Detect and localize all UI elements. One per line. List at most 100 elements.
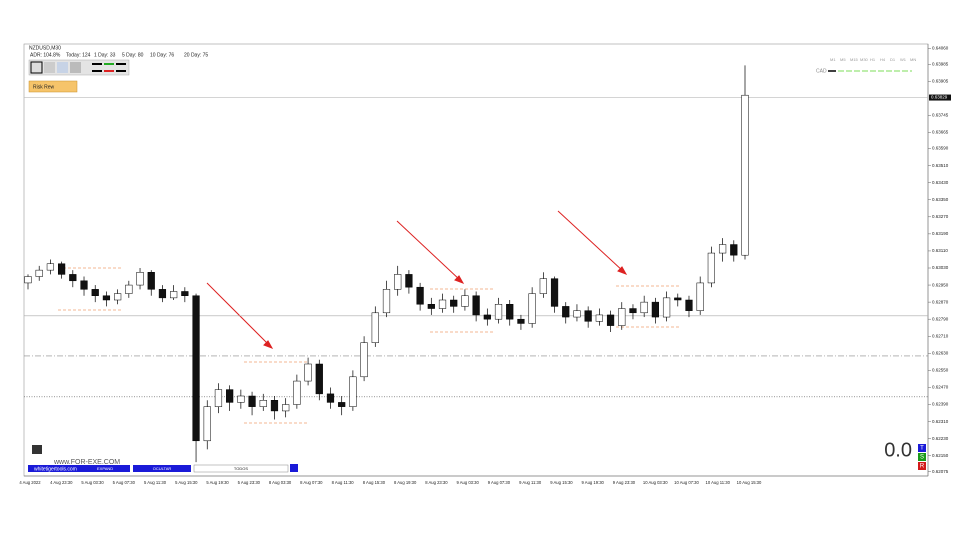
timeframes: M1 M5 M15 M30 H1 H4 D1 W1 MN	[830, 57, 916, 62]
timeframe[interactable]: M15	[850, 57, 859, 62]
candle-body	[293, 380, 301, 405]
line-style[interactable]	[104, 70, 114, 72]
counter: 0.0	[884, 439, 912, 461]
btn1: EXPAND	[97, 466, 113, 471]
x-tick-label: 8 Aug 19:30	[394, 480, 417, 485]
candle-body	[304, 363, 312, 382]
y-tick-label: 0.62790	[932, 316, 949, 321]
toolbar	[28, 59, 130, 76]
timeframe[interactable]: M30	[860, 57, 869, 62]
candle-body	[214, 389, 223, 407]
arrow	[206, 282, 271, 347]
risk-button[interactable]	[28, 80, 78, 93]
line-style[interactable]	[104, 63, 114, 65]
side-button-label: T	[920, 446, 924, 452]
timeframe[interactable]: D1	[890, 57, 896, 62]
timeframe[interactable]: M5	[840, 57, 846, 62]
candle-body	[270, 400, 279, 412]
x-tick-label: 10 Aug 07:30	[674, 480, 699, 485]
side-button[interactable]	[918, 453, 926, 461]
candle-body	[382, 289, 391, 314]
y-tick-label: 0.62075	[932, 469, 949, 474]
tool-button[interactable]	[57, 62, 68, 73]
timeframe[interactable]: MN	[910, 57, 916, 62]
candle-body	[528, 293, 536, 324]
btn3: TODOS	[234, 466, 248, 471]
candle-body	[461, 295, 469, 307]
candle-body	[405, 274, 413, 288]
annotations	[206, 210, 628, 349]
timeframe[interactable]: M1	[830, 57, 836, 62]
side-button[interactable]	[918, 444, 926, 452]
side-button[interactable]	[918, 462, 926, 470]
x-tick-label: 10 Aug 11:30	[706, 480, 731, 485]
x-tick-label: 9 Aug 07:30	[488, 480, 511, 485]
y-tick-label: 0.62230	[932, 436, 949, 441]
candle-body	[114, 293, 122, 301]
candle-body	[136, 272, 144, 286]
plot-frame	[23, 43, 929, 477]
candle-body	[595, 314, 603, 322]
timeframe[interactable]: H1	[870, 57, 876, 62]
watermark: www.FOR-EXE.COM	[53, 459, 120, 466]
candle-body	[248, 395, 256, 407]
x-tick-label: 4 Aug 23:30	[50, 480, 73, 485]
day20: 20 Day: 75	[184, 52, 208, 58]
candle-body	[472, 295, 480, 316]
y-tick-label: 0.62630	[932, 351, 949, 356]
button[interactable]	[193, 464, 289, 473]
y-tick-label: 0.62150	[932, 453, 949, 458]
line-style[interactable]	[92, 70, 102, 72]
y-tick-label: 0.63350	[932, 197, 949, 202]
y-tick-label: 0.63270	[932, 214, 949, 219]
x-tick-label: 5 Aug 23:30	[238, 480, 261, 485]
candle-body	[506, 304, 514, 320]
x-tick-label: 4 Aug 2022	[19, 480, 41, 485]
y-tick-label: 0.62550	[932, 368, 949, 373]
candle-body	[651, 301, 659, 318]
arrow-head	[454, 275, 465, 284]
x-tick-label: 8 Aug 15:30	[363, 480, 386, 485]
x-tick-label: 8 Aug 23:30	[425, 480, 448, 485]
candle-body	[192, 295, 200, 442]
timeframe[interactable]: H4	[880, 57, 886, 62]
x-tick-label: 5 Aug 19:30	[206, 480, 229, 485]
timeframe[interactable]: W1	[900, 57, 907, 62]
candle-body	[46, 263, 55, 271]
line-style[interactable]	[92, 63, 102, 65]
candle-body	[584, 310, 592, 322]
toggle[interactable]	[290, 464, 298, 472]
candle-body	[427, 304, 435, 309]
candle-body	[181, 291, 189, 296]
candle-body	[80, 280, 88, 290]
candle-body	[57, 263, 66, 275]
y-tick-label: 0.63745	[932, 113, 949, 118]
current-price-label: 0.63829	[931, 95, 948, 100]
x-tick-label: 8 Aug 03:30	[269, 480, 292, 485]
side-button-label: S	[920, 455, 924, 461]
y-tick-label: 0.64060	[932, 45, 949, 50]
x-tick-label: 10 Aug 03:30	[643, 480, 668, 485]
y-tick-label: 0.62950	[932, 282, 949, 287]
candle-body	[618, 308, 626, 326]
tool-button[interactable]	[44, 62, 55, 73]
candle-body	[539, 278, 547, 294]
site-bar[interactable]	[28, 465, 130, 472]
x-tick-label: 8 Aug 07:30	[300, 480, 323, 485]
x-tick-label: 9 Aug 11:30	[519, 480, 542, 485]
y-tick-label: 0.62470	[932, 385, 949, 390]
candle-body	[360, 342, 368, 378]
candle-body	[158, 289, 167, 299]
candle-body	[203, 406, 211, 442]
candle-body	[550, 278, 559, 307]
candle-body	[338, 402, 346, 407]
line-style[interactable]	[116, 63, 126, 65]
tool-button[interactable]	[70, 62, 81, 73]
candle-body	[170, 291, 178, 299]
candle-body	[718, 244, 727, 254]
button[interactable]	[133, 465, 191, 472]
candle-body	[315, 363, 323, 395]
tool-button[interactable]	[30, 61, 43, 74]
candle-body	[483, 314, 491, 320]
line-style[interactable]	[116, 70, 126, 72]
